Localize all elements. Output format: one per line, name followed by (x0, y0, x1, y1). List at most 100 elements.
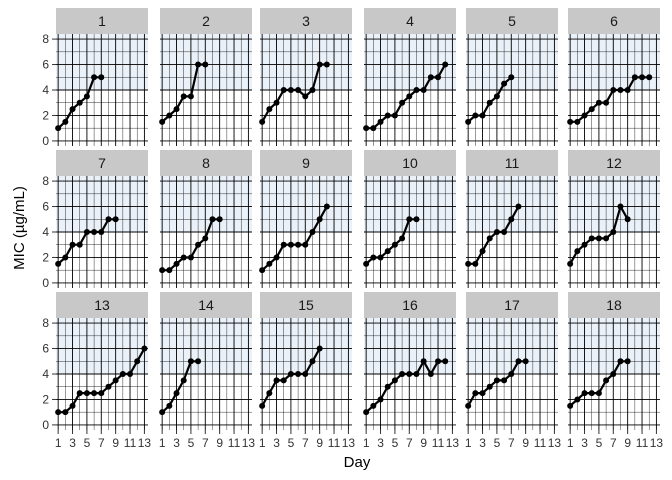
data-point (195, 358, 202, 365)
data-point (391, 377, 398, 384)
data-point (55, 260, 62, 267)
data-point (166, 402, 173, 409)
x-tick-label: 13 (650, 436, 664, 450)
data-point (273, 254, 280, 261)
x-tick-label: 3 (479, 436, 486, 450)
data-point (259, 118, 266, 125)
facet-strip-label: 7 (98, 155, 106, 171)
x-tick-label: 1 (567, 436, 574, 450)
facet-panel-7: 7 0 2 4 6 8 (42, 150, 148, 290)
y-tick-label: 2 (42, 392, 49, 406)
data-point (323, 203, 330, 210)
facet-panel-11: 11 (465, 150, 558, 288)
y-tick-label: 6 (42, 342, 49, 356)
data-point (287, 241, 294, 248)
data-point (363, 260, 370, 267)
data-point (486, 235, 493, 242)
facet-strip (56, 292, 148, 318)
data-point (105, 383, 112, 390)
facet-panel-6: 6 (567, 8, 660, 146)
facet-panel-3: 3 (259, 8, 352, 146)
data-point (624, 216, 631, 223)
data-point (472, 260, 479, 267)
data-point (55, 409, 62, 416)
facet-panel-15: 151 3 5 7 9 11 13 (259, 292, 355, 450)
facet-strip-label: 4 (406, 13, 414, 29)
reference-band (568, 34, 660, 90)
data-point (180, 377, 187, 384)
data-point (62, 254, 69, 261)
data-point (399, 99, 406, 106)
facet-strip-label: 12 (606, 155, 622, 171)
x-tick-label: 13 (446, 436, 460, 450)
x-tick-label: 1 (159, 436, 166, 450)
data-point (76, 390, 83, 397)
data-point (377, 254, 384, 261)
facet-strip-label: 2 (202, 13, 210, 29)
facet-strip-label: 14 (198, 297, 214, 313)
data-point (112, 377, 119, 384)
data-point (370, 254, 377, 261)
data-point (508, 216, 515, 223)
facet-panel-16: 161 3 5 7 9 11 13 (363, 292, 460, 450)
facet-strip-label: 5 (508, 13, 516, 29)
x-tick-label: 5 (188, 436, 195, 450)
data-point (465, 118, 472, 125)
x-tick-label: 7 (202, 436, 209, 450)
data-point (391, 112, 398, 119)
data-point (472, 112, 479, 119)
data-point (69, 241, 76, 248)
reference-band (160, 318, 252, 374)
series-line (261, 205, 328, 272)
data-point (112, 216, 119, 223)
data-point (287, 87, 294, 93)
data-point (610, 371, 617, 377)
data-point (617, 358, 624, 365)
data-point (413, 87, 420, 93)
x-tick-label: 7 (508, 436, 515, 450)
facet-strip-label: 9 (302, 155, 310, 171)
facet-strip (568, 292, 660, 318)
data-point (603, 377, 610, 384)
data-point (610, 229, 617, 235)
data-point (280, 377, 287, 384)
data-point (259, 402, 266, 409)
data-point (159, 267, 166, 274)
data-point (62, 409, 69, 416)
data-point (588, 390, 595, 397)
series-line (261, 63, 327, 123)
data-point (302, 241, 309, 248)
data-point (574, 396, 581, 403)
data-point (508, 74, 515, 81)
data-point (479, 390, 486, 397)
facet-strip (260, 292, 352, 318)
data-point (119, 371, 126, 377)
data-point (363, 409, 370, 416)
data-point (406, 371, 413, 377)
data-point (479, 112, 486, 119)
data-point (399, 235, 406, 242)
data-point (316, 345, 323, 352)
data-point (377, 396, 384, 403)
data-point (501, 80, 508, 87)
data-point (493, 93, 500, 100)
reference-band (466, 34, 558, 90)
data-point (639, 74, 646, 81)
x-tick-label: 9 (624, 436, 631, 450)
facet-strip-label: 18 (606, 297, 622, 313)
data-point (465, 260, 472, 267)
data-point (187, 358, 194, 365)
facet-strip-label: 11 (505, 155, 520, 171)
facet-panel-18: 181 3 5 7 9 11 13 (567, 292, 664, 450)
data-point (76, 241, 83, 248)
data-point (574, 118, 581, 125)
x-tick-label: 11 (636, 436, 649, 450)
facet-panel-1: 1 0 2 4 6 8 (42, 8, 148, 148)
data-point (501, 229, 508, 235)
data-point (316, 61, 323, 68)
data-point (69, 106, 76, 113)
data-point (83, 93, 90, 100)
data-point (266, 106, 273, 113)
x-tick-label: 1 (363, 436, 370, 450)
x-tick-label: 13 (548, 436, 562, 450)
